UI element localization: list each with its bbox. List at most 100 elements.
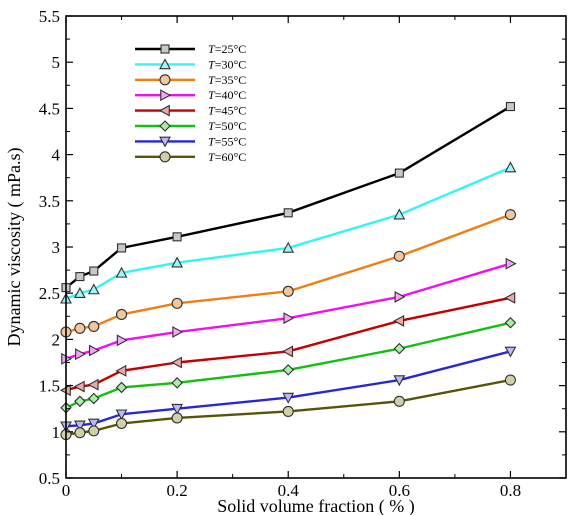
data-point	[88, 344, 100, 357]
data-point	[393, 395, 405, 407]
data-point	[393, 314, 405, 327]
legend-marker	[159, 151, 171, 163]
legend-name: =50°C	[215, 119, 247, 133]
y-tick-label: 1	[52, 423, 61, 442]
data-point	[172, 232, 182, 242]
data-point	[505, 257, 517, 270]
series	[60, 374, 516, 441]
data-point	[393, 208, 406, 220]
legend-item: T=25°C	[135, 42, 246, 56]
legend-item: T=60°C	[135, 150, 246, 164]
legend-prefix: T	[208, 73, 216, 87]
legend-prefix: T	[208, 42, 216, 56]
data-point	[115, 266, 128, 278]
series	[60, 209, 516, 338]
data-point	[283, 208, 293, 218]
series-line	[65, 213, 511, 334]
legend-marker	[160, 89, 172, 102]
legend-label: T=60°C	[208, 150, 246, 164]
series-layer	[59, 102, 517, 441]
data-point	[115, 364, 127, 377]
legend-prefix: T	[208, 104, 216, 118]
data-point	[75, 348, 87, 361]
data-point	[171, 403, 184, 415]
legend-label: T=45°C	[208, 104, 246, 118]
legend-name: =45°C	[215, 104, 247, 118]
legend-prefix: T	[208, 150, 216, 164]
legend-name: =35°C	[215, 73, 247, 87]
data-point	[74, 395, 86, 408]
x-axis-title: Solid volume fraction ( % )	[217, 496, 414, 515]
legend-label: T=25°C	[208, 42, 246, 56]
data-point	[87, 378, 99, 391]
data-point	[171, 297, 183, 309]
y-tick-label: 2.5	[39, 284, 60, 303]
data-point	[74, 322, 86, 334]
legend-name: =30°C	[215, 57, 247, 71]
data-point	[115, 381, 128, 394]
data-point	[117, 243, 127, 253]
y-tick-label: 3	[52, 238, 61, 257]
x-tick-label: 0	[62, 481, 71, 500]
data-point	[171, 256, 184, 268]
legend-label: T=55°C	[208, 134, 246, 148]
data-point	[282, 345, 294, 358]
y-tick-label: 2	[52, 330, 61, 349]
y-tick-label: 0.5	[39, 469, 60, 488]
data-point	[73, 420, 86, 432]
data-point	[504, 161, 517, 173]
legend-marker	[159, 74, 171, 86]
legend-label: T=35°C	[208, 73, 246, 87]
legend-label: T=30°C	[208, 57, 246, 71]
data-point	[88, 425, 100, 437]
legend-item: T=45°C	[135, 104, 246, 118]
data-point	[283, 312, 295, 325]
legend-prefix: T	[208, 119, 216, 133]
data-point	[393, 375, 406, 387]
legend-item: T=55°C	[135, 134, 246, 148]
legend-item: T=35°C	[135, 73, 246, 87]
legend-label: T=50°C	[208, 119, 246, 133]
data-point	[504, 346, 517, 358]
legend-marker	[159, 58, 171, 70]
data-point	[393, 342, 406, 355]
data-point	[504, 291, 516, 304]
data-point	[504, 209, 516, 221]
series	[61, 102, 515, 293]
series	[60, 316, 517, 414]
y-tick-label: 5	[52, 53, 61, 72]
data-point	[282, 285, 294, 297]
data-point	[116, 417, 128, 430]
y-tick-label: 4	[52, 146, 61, 165]
y-axis-title: Dynamic viscosity ( mPa.s)	[4, 148, 25, 347]
data-point	[282, 392, 295, 404]
legend-item: T=50°C	[135, 119, 246, 133]
data-point	[87, 283, 100, 295]
legend-marker	[159, 136, 171, 148]
data-point	[393, 250, 405, 262]
legend-item: T=40°C	[135, 88, 246, 102]
series	[59, 291, 516, 397]
data-point	[171, 412, 183, 424]
data-point	[172, 326, 184, 338]
y-tick-label: 4.5	[39, 99, 60, 118]
legend-name: =60°C	[215, 150, 247, 164]
legend: T=25°CT=30°CT=35°CT=40°CT=45°CT=50°CT=55…	[135, 42, 246, 164]
data-point	[87, 418, 100, 430]
legend-marker	[159, 120, 171, 132]
data-point	[75, 272, 85, 282]
legend-marker	[160, 44, 170, 54]
data-point	[73, 287, 86, 299]
data-point	[504, 316, 517, 329]
x-tick-label: 0.4	[278, 481, 300, 500]
data-point	[394, 290, 406, 303]
data-point	[282, 405, 294, 418]
data-point	[115, 409, 128, 421]
y-tick-label: 3.5	[39, 192, 60, 211]
y-tick-label: 5.5	[39, 7, 60, 26]
data-point	[282, 241, 295, 253]
data-point	[74, 427, 86, 439]
legend-name: =40°C	[215, 88, 247, 102]
x-tick-label: 0.6	[389, 481, 410, 500]
